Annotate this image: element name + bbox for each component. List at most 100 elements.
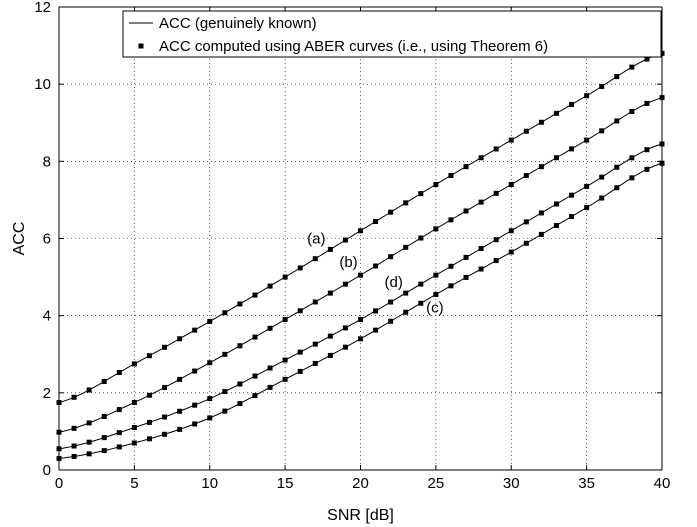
series-marker (146, 353, 152, 359)
series-marker (523, 173, 529, 179)
series-marker (553, 201, 559, 207)
series-marker (86, 451, 92, 457)
series-marker (252, 373, 258, 379)
series-marker (388, 254, 394, 260)
series-marker (418, 191, 424, 197)
series-marker (629, 108, 635, 114)
axis-ticks: 0 5 10 15 20 25 30 35 40 0 2 4 6 8 10 12 (34, 0, 670, 492)
series-marker (342, 344, 348, 350)
series-marker (101, 448, 107, 454)
series-marker (327, 290, 333, 296)
series-marker (342, 237, 348, 243)
series-marker (282, 376, 288, 382)
series-marker (553, 155, 559, 161)
series-marker (493, 237, 499, 243)
series-marker (614, 118, 620, 124)
legend-label-markers: ACC computed using ABER curves (i.e., us… (159, 38, 548, 55)
series-marker (237, 343, 243, 349)
curve-label: (a) (307, 230, 325, 247)
series-marker (418, 281, 424, 287)
series-marker (297, 308, 303, 314)
series-marker (252, 334, 258, 340)
series-marker (448, 172, 454, 178)
series-marker (192, 368, 198, 374)
series-marker (478, 199, 484, 205)
series-marker (131, 361, 137, 367)
series-marker (584, 93, 590, 99)
series-marker (146, 436, 152, 442)
series-marker (86, 387, 92, 393)
series-marker (508, 181, 514, 187)
x-tick-label: 15 (277, 475, 294, 492)
y-tick-label: 0 (43, 462, 51, 479)
series-marker (162, 431, 168, 437)
series-marker (282, 274, 288, 280)
series-marker (599, 195, 605, 201)
series-marker (86, 420, 92, 426)
series-marker (523, 240, 529, 246)
series-marker (644, 166, 650, 172)
series-marker (448, 283, 454, 289)
series-marker (478, 155, 484, 161)
series-marker (614, 185, 620, 191)
series-marker (267, 283, 273, 289)
series-marker (101, 378, 107, 384)
series-marker (267, 325, 273, 331)
series-marker (599, 83, 605, 89)
series-marker (358, 336, 363, 342)
series-marker (508, 228, 514, 234)
series-marker (358, 272, 363, 278)
legend-box (122, 10, 662, 58)
series-marker (614, 74, 620, 80)
series-marker (373, 218, 379, 224)
series-marker (282, 317, 288, 323)
series-marker (599, 128, 605, 134)
series-marker (614, 164, 620, 170)
series-marker (569, 101, 575, 107)
series-marker (116, 407, 122, 413)
series-marker (569, 214, 575, 220)
x-axis-title: SNR [dB] (327, 507, 394, 524)
series-marker (327, 352, 333, 358)
series-marker (116, 369, 122, 375)
series-marker (312, 256, 318, 262)
series-marker (237, 401, 243, 407)
series-marker (282, 357, 288, 363)
series-marker (162, 414, 168, 420)
x-tick-label: 5 (130, 475, 138, 492)
legend-square-marker (138, 43, 144, 49)
series-marker (192, 421, 198, 427)
series-marker (478, 246, 484, 252)
series-d (56, 141, 665, 452)
series-marker (207, 360, 213, 366)
y-tick-label: 6 (43, 231, 51, 248)
series-marker (116, 430, 122, 436)
series-marker (523, 219, 529, 225)
series-marker (433, 181, 439, 187)
series-marker (403, 244, 409, 250)
series-marker (71, 425, 77, 431)
series-marker (297, 368, 303, 374)
series-marker (297, 349, 303, 355)
series-marker (101, 435, 107, 441)
series-marker (584, 137, 590, 143)
series-marker (177, 336, 183, 342)
series-marker (448, 217, 454, 223)
series-marker (463, 208, 469, 214)
series-marker (162, 384, 168, 390)
series-marker (373, 263, 379, 269)
series-marker (327, 246, 333, 252)
series-marker (177, 376, 183, 382)
series-marker (463, 274, 469, 280)
series-marker (433, 272, 439, 278)
series-marker (599, 174, 605, 180)
series-a (56, 50, 665, 405)
series-marker (312, 360, 318, 366)
curve-label: (b) (339, 254, 357, 271)
grid (59, 7, 662, 470)
series-marker (192, 402, 198, 408)
y-tick-label: 4 (43, 308, 51, 325)
series-marker (373, 327, 379, 333)
series-marker (131, 399, 137, 405)
series-marker (222, 310, 228, 316)
